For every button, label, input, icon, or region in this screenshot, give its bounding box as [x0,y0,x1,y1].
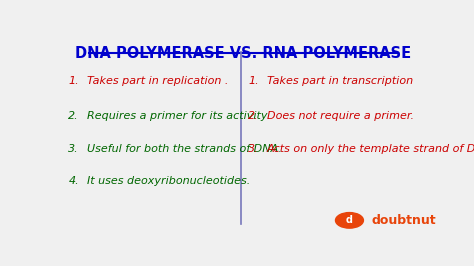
Text: doubtnut: doubtnut [372,214,436,227]
Text: Takes part in replication .: Takes part in replication . [87,76,228,86]
Text: Requires a primer for its activity: Requires a primer for its activity [87,111,267,121]
Text: Acts on only the template strand of DNA.: Acts on only the template strand of DNA. [267,144,474,154]
Text: Takes part in transcription: Takes part in transcription [267,76,413,86]
Text: DNA POLYMERASE VS. RNA POLYMERASE: DNA POLYMERASE VS. RNA POLYMERASE [75,46,411,61]
Text: 3.: 3. [248,144,259,154]
Text: It uses deoxyribonucleotides.: It uses deoxyribonucleotides. [87,176,250,186]
Text: 1.: 1. [248,76,259,86]
Text: 1.: 1. [68,76,79,86]
Text: 4.: 4. [68,176,79,186]
Text: 2.: 2. [248,111,259,121]
Text: 3.: 3. [68,144,79,154]
Text: Useful for both the strands of DNA.: Useful for both the strands of DNA. [87,144,282,154]
Text: 2.: 2. [68,111,79,121]
Text: Does not require a primer.: Does not require a primer. [267,111,414,121]
Circle shape [336,213,364,228]
Text: d: d [346,215,353,225]
